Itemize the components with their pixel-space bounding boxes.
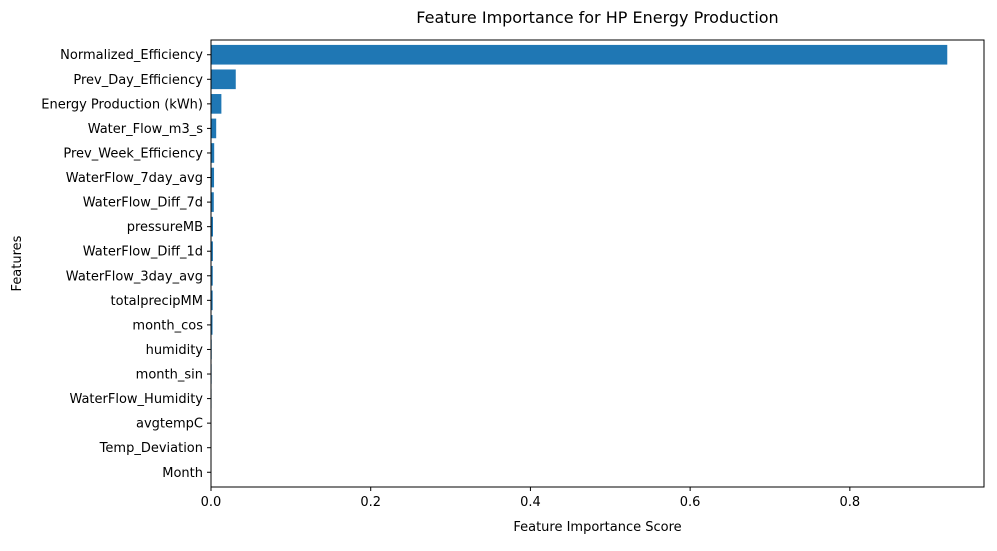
y-tick-label: month_cos (132, 318, 203, 333)
y-tick-label: humidity (146, 343, 204, 358)
x-tick-label: 0.4 (520, 495, 541, 510)
y-tick-label: Temp_Deviation (99, 441, 203, 456)
x-tick-label: 0.0 (201, 495, 222, 510)
y-tick-label: WaterFlow_Diff_1d (83, 245, 203, 260)
y-tick-label: Month (162, 466, 203, 481)
x-tick-label: 0.8 (839, 495, 860, 510)
y-tick-label: Normalized_Efficiency (60, 48, 203, 63)
y-tick-label: Prev_Day_Efficiency (73, 73, 203, 88)
x-axis-title: Feature Importance Score (513, 520, 681, 535)
y-tick-label: WaterFlow_7day_avg (66, 171, 203, 186)
y-tick-label: month_sin (136, 368, 203, 383)
chart-title: Feature Importance for HP Energy Product… (416, 8, 778, 27)
y-tick-label: pressureMB (127, 220, 203, 235)
y-tick-label: WaterFlow_Diff_7d (83, 196, 203, 211)
bar-energy-production-kwh (211, 94, 221, 114)
y-tick-label: avgtempC (136, 417, 203, 432)
y-axis-title: Features (10, 235, 25, 291)
y-tick-label: Water_Flow_m3_s (88, 122, 204, 137)
y-tick-label: Prev_Week_Efficiency (63, 146, 203, 161)
y-tick-label: WaterFlow_Humidity (69, 392, 203, 407)
y-tick-label: WaterFlow_3day_avg (66, 269, 203, 284)
bar-prev-day-efficiency (211, 69, 236, 89)
bar-water-flow-m3-s (211, 119, 216, 139)
y-tick-label: totalprecipMM (111, 294, 203, 309)
bar-normalized-efficiency (211, 45, 947, 65)
y-tick-label: Energy Production (kWh) (41, 97, 203, 112)
x-tick-label: 0.2 (360, 495, 381, 510)
x-tick-label: 0.6 (680, 495, 701, 510)
